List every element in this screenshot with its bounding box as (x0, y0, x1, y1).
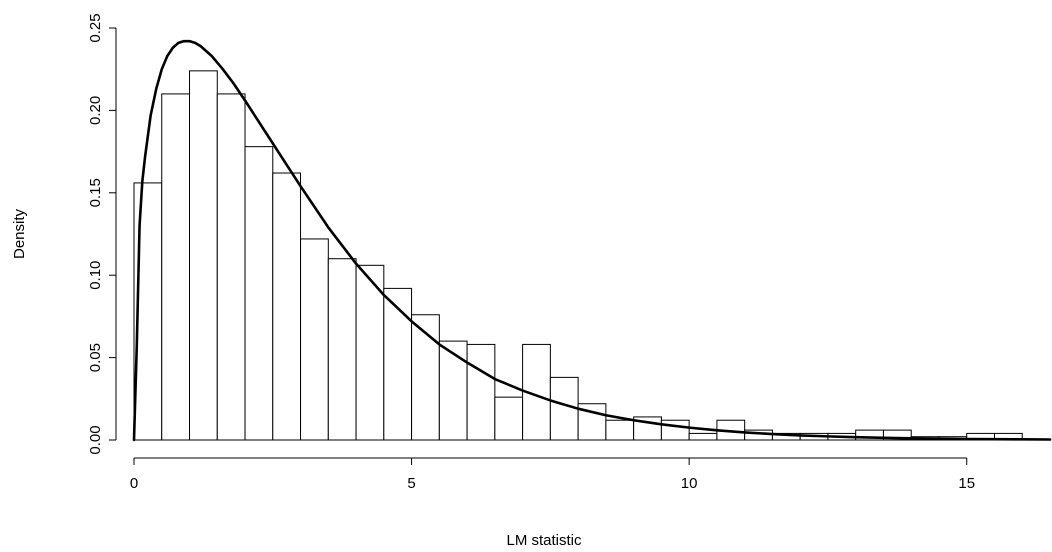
x-tick-label-0: 0 (130, 475, 138, 492)
histogram-bar-1 (161, 93, 191, 441)
histogram-bars (133, 70, 1023, 441)
histogram-bar-17 (605, 419, 635, 441)
y-tick-label-4: 0.20 (87, 96, 104, 125)
y-tick-label-3: 0.15 (87, 178, 104, 207)
x-axis: 0 5 10 15 (130, 457, 975, 492)
y-tick-label-0: 0.00 (87, 425, 104, 454)
y-tick-label-5: 0.25 (87, 13, 104, 42)
histogram-bar-13 (494, 396, 524, 441)
x-tick-label-2: 10 (681, 475, 698, 492)
histogram-bar-11 (438, 340, 468, 441)
density-curve-layer (132, 39, 1052, 442)
histogram-bar-12 (466, 343, 496, 441)
y-tick-label-2: 0.10 (87, 261, 104, 290)
histogram-bar-20 (688, 432, 718, 441)
histogram-bar-7 (327, 258, 357, 441)
histogram-bar-9 (383, 287, 413, 441)
histogram-bar-15 (549, 376, 579, 441)
histogram-bar-4 (244, 146, 274, 441)
density-curve (132, 39, 1052, 442)
x-tick-label-1: 5 (407, 475, 415, 492)
y-tick-label-1: 0.05 (87, 343, 104, 372)
y-axis-title: Density (11, 208, 28, 259)
histogram-bar-2 (189, 70, 218, 441)
histogram-bar-6 (300, 238, 329, 441)
y-axis: 0.00 0.05 0.10 0.15 0.20 0.25 (87, 13, 117, 455)
histogram-bar-19 (660, 419, 690, 441)
histogram-bar-5 (272, 172, 302, 441)
histogram-bar-3 (216, 93, 246, 441)
histogram-bar-27 (882, 429, 912, 441)
x-axis-title: LM statistic (506, 532, 582, 549)
x-tick-label-3: 15 (958, 475, 975, 492)
histogram-bar-8 (355, 264, 385, 441)
histogram-bar-10 (411, 314, 440, 441)
